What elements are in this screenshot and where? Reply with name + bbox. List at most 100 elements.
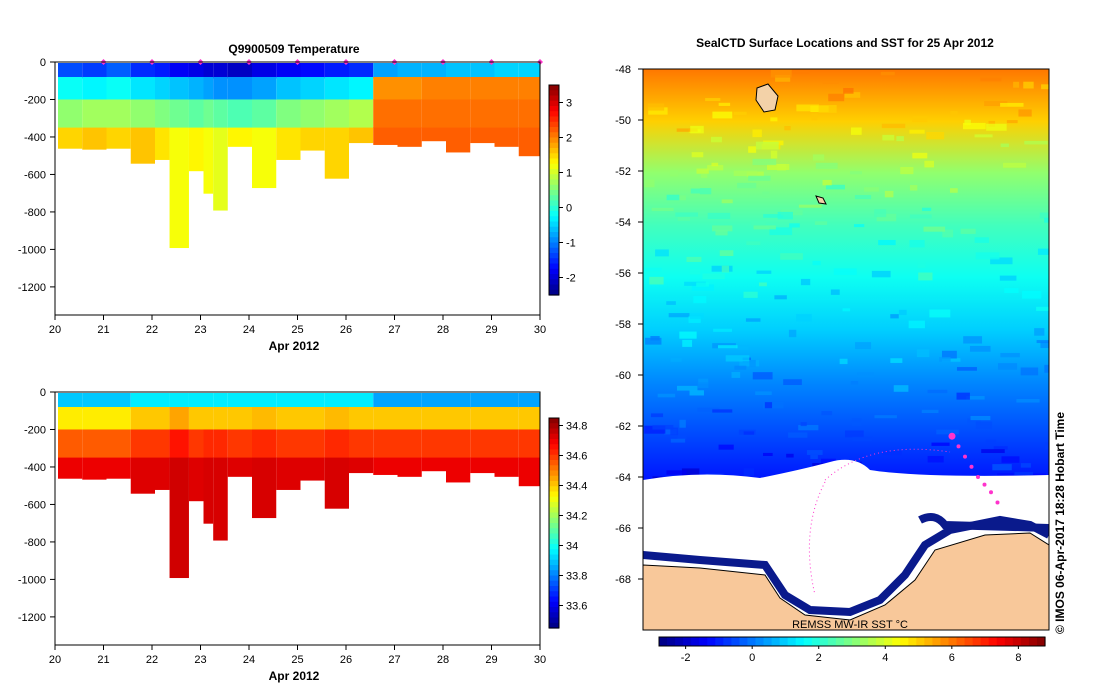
sst-pixel <box>1000 143 1009 148</box>
x-tick-label: 25 <box>291 654 303 666</box>
profile-column <box>106 393 131 479</box>
profile-cell <box>252 63 277 79</box>
x-tick-label: 22 <box>146 654 158 666</box>
sst-pixel <box>890 314 899 319</box>
sst-pixel <box>737 182 757 189</box>
colorbar-tick-label: 34.4 <box>566 481 587 493</box>
profile-cell <box>470 63 495 79</box>
colorbar-segment <box>549 454 559 461</box>
colorbar-segment <box>549 153 559 160</box>
colorbar-segment <box>549 253 559 259</box>
colorbar-segment <box>763 637 773 646</box>
colorbar-segment <box>549 423 559 430</box>
sst-pixel <box>743 431 755 435</box>
sst-pixel <box>842 308 851 312</box>
sst-pixel <box>997 363 1018 370</box>
profile-cell <box>324 406 349 430</box>
sst-pixel <box>756 270 772 274</box>
sst-pixel <box>909 214 932 219</box>
profile-cell <box>203 99 214 129</box>
sst-pixel <box>845 430 864 438</box>
sst-pixel <box>986 123 1007 131</box>
sst-pixel <box>921 409 939 413</box>
sst-pixel <box>882 134 895 141</box>
sst-pixel <box>931 442 950 446</box>
colorbar-tick-label: 34 <box>566 541 578 553</box>
sst-pixel <box>833 268 857 276</box>
sst-pixel <box>800 278 811 286</box>
sst-pixel <box>676 385 698 391</box>
profile-cell <box>518 63 540 79</box>
y-tick-label: -48 <box>615 64 631 76</box>
sst-pixel <box>1034 328 1045 336</box>
sst-pixel <box>1020 463 1031 468</box>
colorbar-segment <box>787 637 797 646</box>
sst-pixel <box>853 224 865 228</box>
y-tick-label: -52 <box>615 166 631 178</box>
profile-column <box>169 63 189 249</box>
sst-pixel <box>746 241 761 246</box>
sst-pixel <box>770 69 792 78</box>
profile-cell <box>227 99 252 129</box>
sst-pixel <box>691 152 704 158</box>
profile-column <box>470 63 495 144</box>
sst-pixel <box>675 212 699 217</box>
sst-pixel <box>962 122 986 130</box>
colorbar-segment <box>549 475 559 482</box>
profile-column <box>324 393 349 509</box>
sst-pixel <box>898 309 907 316</box>
sst-pixel <box>1018 109 1032 117</box>
profile-cell <box>300 457 325 481</box>
sst-pixel <box>1040 341 1049 349</box>
sst-pixel <box>670 427 679 436</box>
profile-cell <box>213 127 228 211</box>
sst-pixel <box>668 313 690 318</box>
sst-pixel <box>774 295 787 300</box>
sst-pixel <box>851 418 862 426</box>
profile-cell <box>373 457 398 475</box>
profile-cell <box>276 99 301 129</box>
sst-pixel <box>763 214 784 218</box>
profile-cell <box>188 63 204 79</box>
sst-pixel <box>749 359 756 368</box>
profile-cell <box>446 393 471 409</box>
sst-pixel <box>745 318 761 322</box>
profile-cell <box>397 406 422 430</box>
colorbar-segment <box>549 486 559 493</box>
profile-cell <box>421 76 446 100</box>
y-tick-label: -200 <box>24 424 46 436</box>
colorbar-segment <box>916 637 925 646</box>
sst-pixel <box>688 316 701 323</box>
profile-cell <box>518 76 540 100</box>
profile-cell <box>470 457 495 474</box>
colorbar-segment <box>803 637 813 646</box>
profile-column <box>397 393 422 477</box>
profile-cell <box>213 76 228 100</box>
sst-pixel <box>1003 162 1027 168</box>
colorbar-segment <box>932 637 942 646</box>
profile-column <box>349 63 374 144</box>
profile-cell <box>130 406 155 430</box>
profile-cell <box>82 127 107 150</box>
sst-pixel <box>648 107 668 115</box>
sst-pixel <box>676 128 698 132</box>
y-tick-label: 0 <box>40 387 46 399</box>
profile-cell <box>130 76 155 100</box>
sst-pixel <box>912 152 928 159</box>
colorbar-segment <box>972 637 982 646</box>
sst-pixel <box>855 342 872 350</box>
colorbar-segment <box>549 533 559 540</box>
sst-pixel <box>777 211 793 220</box>
sst-pixel <box>657 393 676 398</box>
profile-cell <box>494 76 519 100</box>
colorbar-segment <box>549 132 559 139</box>
sst-pixel <box>810 454 818 460</box>
sst-pixel <box>1020 367 1039 376</box>
profile-cell <box>421 457 446 472</box>
colorbar-segment <box>795 637 805 646</box>
sst-pixel <box>766 163 790 170</box>
profile-cell <box>373 99 398 129</box>
x-tick-label: 28 <box>437 654 449 666</box>
temperature-x-label: Apr 2012 <box>269 339 320 353</box>
sst-pixel <box>755 141 779 150</box>
